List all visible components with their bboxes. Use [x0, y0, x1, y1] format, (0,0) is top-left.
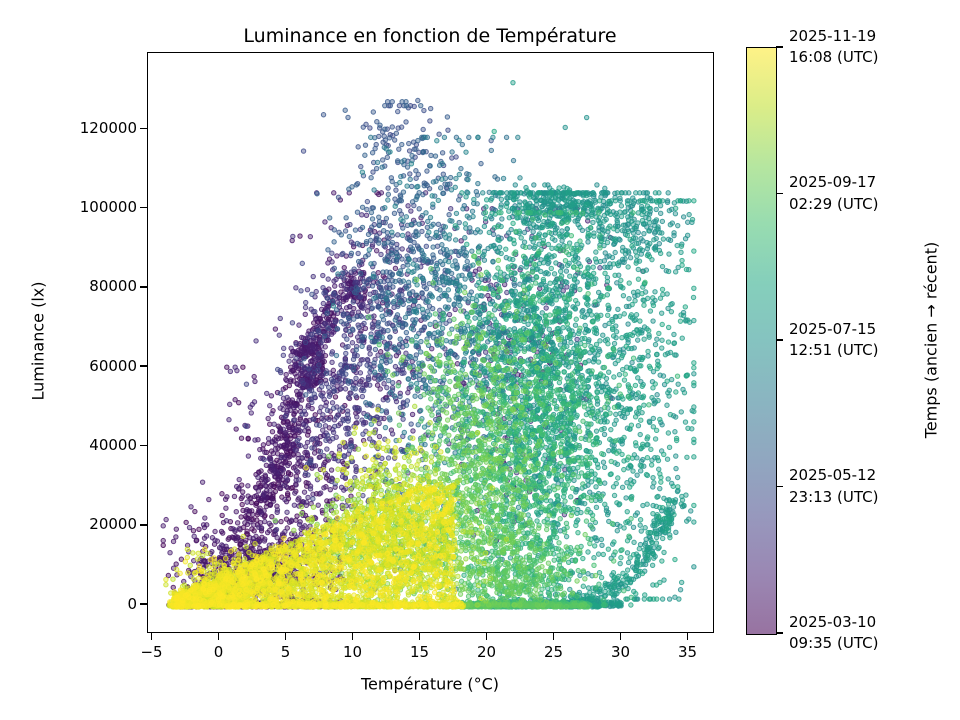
y-axis-label: Luminance (lx): [28, 281, 48, 401]
colorbar-tick-mark: [776, 192, 784, 195]
y-tick-label: 40000: [89, 435, 137, 454]
colorbar-tick-label: 2025-09-17 02:29 (UTC): [789, 173, 879, 213]
y-tick-label: 60000: [89, 356, 137, 375]
x-tick-label: 0: [213, 643, 224, 661]
y-tick-label: 100000: [79, 198, 137, 217]
y-tick-mark: [140, 523, 147, 526]
plot-area: [147, 52, 714, 633]
x-tick-mark: [686, 632, 689, 640]
x-tick-label: 25: [543, 643, 564, 661]
colorbar-tick-label: 2025-11-19 16:08 (UTC): [789, 26, 879, 67]
x-tick-mark: [351, 632, 354, 640]
y-tick-label: 120000: [79, 118, 137, 137]
x-tick-label: −5: [140, 643, 163, 661]
y-tick-mark: [140, 444, 147, 447]
colorbar-axis-label: Temps (ancien → récent): [921, 241, 941, 439]
x-tick-mark: [150, 632, 153, 640]
x-tick-label: 30: [610, 643, 631, 661]
y-tick-mark: [140, 603, 147, 605]
y-tick-mark: [140, 286, 147, 288]
y-tick-label: 20000: [89, 515, 137, 534]
x-tick-label: 20: [476, 643, 497, 661]
y-tick-label: 0: [127, 594, 137, 613]
y-tick-mark: [140, 127, 147, 130]
y-tick-mark: [140, 365, 147, 367]
y-tick-mark: [140, 206, 147, 209]
x-tick-label: 15: [409, 643, 430, 661]
x-tick-mark: [217, 632, 220, 640]
colorbar-tick-mark: [776, 339, 784, 341]
x-tick-mark: [485, 632, 488, 640]
x-tick-label: 35: [677, 643, 698, 661]
y-tick-label: 80000: [89, 277, 137, 296]
x-tick-label: 5: [280, 643, 291, 661]
colorbar-tick-mark: [776, 485, 784, 488]
colorbar-tick-label: 2025-07-15 12:51 (UTC): [789, 319, 879, 360]
scatter-canvas: [148, 53, 713, 632]
colorbar-tick-label: 2025-03-10 09:35 (UTC): [789, 612, 879, 653]
colorbar-tick-label: 2025-05-12 23:13 (UTC): [789, 466, 879, 506]
colorbar-tick-mark: [776, 632, 784, 634]
x-tick-mark: [619, 632, 622, 640]
x-tick-mark: [418, 632, 421, 640]
x-tick-mark: [552, 632, 555, 640]
x-tick-mark: [284, 632, 287, 640]
x-axis-label: Température (°C): [360, 674, 500, 694]
chart-title: Luminance en fonction de Température: [243, 25, 617, 47]
x-tick-label: 10: [342, 643, 363, 661]
colorbar-tick-mark: [776, 46, 784, 48]
colorbar: [746, 47, 777, 635]
